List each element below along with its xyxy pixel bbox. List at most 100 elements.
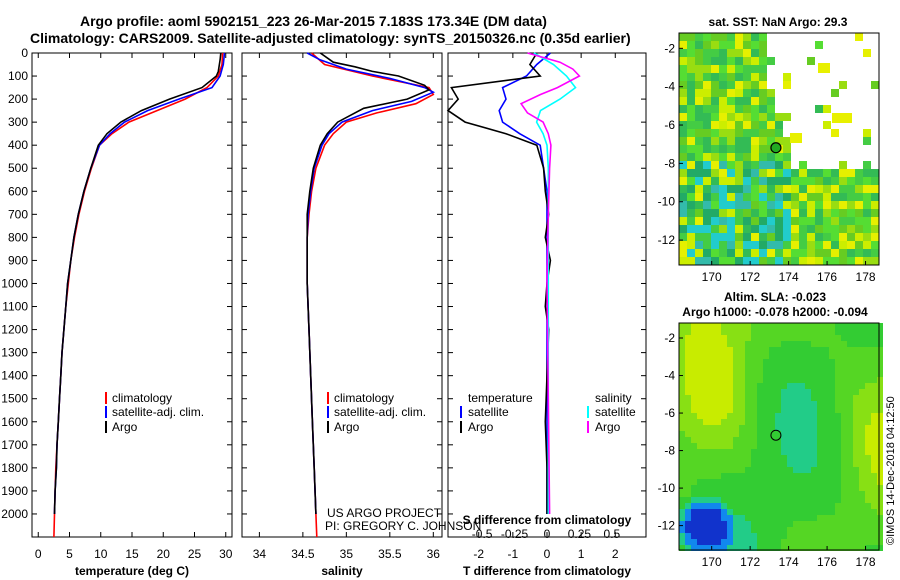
sst-cell xyxy=(711,97,719,105)
series-line-temperature-argo xyxy=(446,52,552,514)
sst-cell xyxy=(855,33,863,41)
sst-cell xyxy=(839,225,847,233)
sla-cell xyxy=(865,449,871,455)
sla-cell xyxy=(745,401,751,407)
sla-cell xyxy=(769,515,775,521)
sst-cell xyxy=(719,177,727,185)
sst-cell xyxy=(791,193,799,201)
sla-cell xyxy=(817,533,823,539)
sst-cell xyxy=(751,105,759,113)
sst-cell xyxy=(695,65,703,73)
sla-cell xyxy=(799,449,805,455)
sla-cell xyxy=(847,365,853,371)
sla-cell xyxy=(679,431,685,437)
sst-cell xyxy=(695,161,703,169)
sla-cell xyxy=(709,533,715,539)
sla-cell xyxy=(775,407,781,413)
sla-cell xyxy=(691,377,697,383)
depth-tick-label: 200 xyxy=(8,92,28,106)
sla-cell xyxy=(769,353,775,359)
sla-cell xyxy=(781,509,787,515)
depth-tick-label: 800 xyxy=(8,230,28,244)
sst-cell xyxy=(751,121,759,129)
sla-cell xyxy=(829,377,835,383)
sla-cell xyxy=(739,341,745,347)
sla-cell xyxy=(751,521,757,527)
sst-cell xyxy=(695,185,703,193)
sla-cell xyxy=(787,419,793,425)
sla-cell xyxy=(823,401,829,407)
sla-cell xyxy=(871,521,877,527)
sla-cell xyxy=(841,341,847,347)
sst-cell xyxy=(679,161,687,169)
sla-cell xyxy=(829,467,835,473)
sla-cell xyxy=(859,347,865,353)
sla-cell xyxy=(691,419,697,425)
sla-cell xyxy=(781,527,787,533)
sla-cell xyxy=(703,545,709,551)
sst-cell xyxy=(719,217,727,225)
sla-cell xyxy=(739,449,745,455)
sla-cell xyxy=(877,329,883,335)
sla-cell xyxy=(763,515,769,521)
sla-cell xyxy=(835,539,841,545)
sla-cell xyxy=(835,413,841,419)
sst-cell xyxy=(783,257,791,265)
sst-cell xyxy=(775,153,783,161)
sla-cell xyxy=(721,413,727,419)
sla-cell xyxy=(691,413,697,419)
sla-cell xyxy=(703,389,709,395)
sla-cell xyxy=(703,347,709,353)
sla-cell xyxy=(709,521,715,527)
sla-cell xyxy=(877,377,883,383)
sla-cell xyxy=(709,371,715,377)
sla-cell xyxy=(697,509,703,515)
sst-cell xyxy=(727,33,735,41)
sla-cell xyxy=(829,545,835,551)
sla-cell xyxy=(703,425,709,431)
sla-cell xyxy=(793,473,799,479)
sla-cell xyxy=(703,473,709,479)
sla-cell xyxy=(751,371,757,377)
sst-cell xyxy=(863,185,871,193)
sla-cell xyxy=(709,437,715,443)
sla-cell xyxy=(811,449,817,455)
sst-cell xyxy=(839,185,847,193)
sla-cell xyxy=(691,521,697,527)
sla-cell xyxy=(829,533,835,539)
sla-cell xyxy=(697,479,703,485)
sla-cell xyxy=(787,545,793,551)
sst-cell xyxy=(727,65,735,73)
sla-cell xyxy=(823,419,829,425)
sst-cell xyxy=(735,97,743,105)
sst-cell xyxy=(679,33,687,41)
sst-cell xyxy=(823,209,831,217)
sla-cell xyxy=(793,425,799,431)
sla-cell xyxy=(685,491,691,497)
sla-cell xyxy=(679,383,685,389)
sla-cell xyxy=(871,431,877,437)
sla-cell xyxy=(787,401,793,407)
sla-cell xyxy=(763,395,769,401)
sla-cell xyxy=(733,509,739,515)
sla-cell xyxy=(739,359,745,365)
sst-cell xyxy=(767,201,775,209)
sla-cell xyxy=(799,329,805,335)
sst-cell xyxy=(807,217,815,225)
sst-cell xyxy=(863,257,871,265)
sla-cell xyxy=(805,461,811,467)
sst-cell xyxy=(695,249,703,257)
sla-cell xyxy=(763,359,769,365)
sla-cell xyxy=(805,419,811,425)
sla-cell xyxy=(823,377,829,383)
sla-cell xyxy=(691,353,697,359)
series-line-salinity-satellite xyxy=(533,52,577,514)
sla-cell xyxy=(793,539,799,545)
sla-cell xyxy=(697,473,703,479)
sla-cell xyxy=(823,539,829,545)
sla-cell xyxy=(721,389,727,395)
sla-cell xyxy=(775,389,781,395)
sst-cell xyxy=(711,225,719,233)
series-line-argo xyxy=(306,52,431,515)
sla-cell xyxy=(697,341,703,347)
